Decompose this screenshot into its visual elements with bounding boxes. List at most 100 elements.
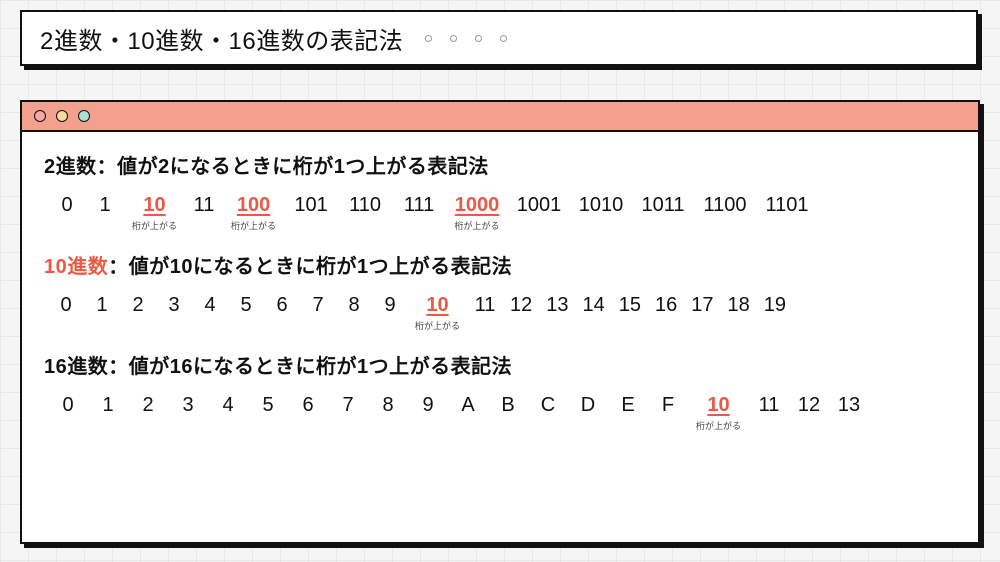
number-cell: 17 [684, 293, 720, 317]
number-value: 1010 [579, 193, 624, 217]
number-cell: 2 [120, 293, 156, 317]
number-cell: 7 [300, 293, 336, 317]
number-cell: 14 [576, 293, 612, 317]
number-value-highlight: 10 [143, 193, 165, 217]
number-cell: 0 [48, 293, 84, 317]
number-cell: 15 [612, 293, 648, 317]
number-cell: E [608, 393, 648, 417]
heading-rest: ：値が16になるときに桁が1つ上がる表記法 [108, 356, 512, 378]
traffic-light-close-icon [34, 110, 46, 122]
number-value: 1101 [766, 193, 809, 217]
number-cell: 3 [156, 293, 192, 317]
number-value: 7 [312, 293, 323, 317]
number-value: 6 [276, 293, 287, 317]
heading-prefix: 10進数 [44, 256, 108, 278]
number-cell: 10桁が上がる [124, 193, 185, 232]
number-cell: 13 [829, 393, 869, 417]
number-value-highlight: 10 [707, 393, 729, 417]
number-cell: 10 桁が上がる [688, 393, 749, 432]
number-cell: C [528, 393, 568, 417]
dot-icon [425, 35, 432, 42]
number-cell: 19 [757, 293, 793, 317]
number-value: 1 [102, 393, 113, 417]
number-cell: 11 [185, 193, 223, 217]
number-cell: 12 [503, 293, 539, 317]
number-cell: 1011 [632, 193, 694, 217]
number-value: F [662, 393, 674, 417]
number-value: 111 [404, 193, 434, 217]
number-value: 3 [182, 393, 193, 417]
number-value: 8 [348, 293, 359, 317]
number-cell: 1001 [508, 193, 570, 217]
number-cell: 9 [372, 293, 408, 317]
number-value: 6 [302, 393, 313, 417]
carry-caption: 桁が上がる [696, 419, 741, 432]
number-row-binary: 0110桁が上がる11100桁が上がる1011101111000桁が上がる100… [44, 185, 956, 244]
number-cell: 2 [128, 393, 168, 417]
number-value: 19 [764, 293, 786, 317]
section-heading-binary: 2進数：値が2になるときに桁が1つ上がる表記法 [44, 150, 956, 179]
number-value-highlight: 1000 [455, 193, 500, 217]
heading-prefix: 16進数 [44, 356, 108, 378]
number-cell: 1 [84, 293, 120, 317]
dot-icon [500, 35, 507, 42]
number-value: 2 [132, 293, 143, 317]
carry-caption: 桁が上がる [455, 219, 500, 232]
number-cell: 12 [789, 393, 829, 417]
number-value: C [541, 393, 555, 417]
number-cell: 4 [208, 393, 248, 417]
number-value: 0 [62, 393, 73, 417]
number-value: 1 [99, 193, 110, 217]
number-value: 12 [798, 393, 820, 417]
number-value: 17 [691, 293, 713, 317]
number-row-hex: 0123456789ABCDEF10桁が上がる111213 [44, 385, 956, 444]
number-value: 3 [168, 293, 179, 317]
number-cell: 1 [86, 193, 124, 217]
number-cell: 8 [368, 393, 408, 417]
number-value: 11 [759, 393, 780, 417]
number-cell: 1100 [694, 193, 756, 217]
number-value-highlight: 100 [237, 193, 270, 217]
number-cell: A [448, 393, 488, 417]
number-value: 1001 [517, 193, 562, 217]
number-cell: F [648, 393, 688, 417]
number-value: 4 [222, 393, 233, 417]
number-value: 9 [422, 393, 433, 417]
number-value: 13 [838, 393, 860, 417]
number-cell: 1101 [756, 193, 818, 217]
title-decorative-dots [425, 35, 507, 42]
number-value: 5 [240, 293, 251, 317]
traffic-light-zoom-icon [78, 110, 90, 122]
number-cell: 7 [328, 393, 368, 417]
number-cell: 0 [48, 193, 86, 217]
number-value: B [501, 393, 514, 417]
number-cell: B [488, 393, 528, 417]
number-cell: 16 [648, 293, 684, 317]
number-value: 9 [384, 293, 395, 317]
number-value: A [461, 393, 474, 417]
number-cell: 5 [228, 293, 264, 317]
number-value-highlight: 10 [426, 293, 448, 317]
title-card: 2進数・10進数・16進数の表記法 [20, 10, 978, 66]
carry-caption: 桁が上がる [415, 319, 460, 332]
number-value: 1011 [642, 193, 685, 217]
number-value: 2 [142, 393, 153, 417]
number-cell: 4 [192, 293, 228, 317]
heading-rest: ：値が2になるときに桁が1つ上がる表記法 [97, 156, 489, 178]
number-value: D [581, 393, 595, 417]
main-content: 2進数：値が2になるときに桁が1つ上がる表記法0110桁が上がる11100桁が上… [22, 132, 978, 542]
window-titlebar [22, 102, 978, 132]
number-cell: 110 [338, 193, 392, 217]
number-value: 13 [546, 293, 568, 317]
number-cell: 6 [264, 293, 300, 317]
number-value: 11 [475, 293, 496, 317]
number-value: 101 [294, 193, 327, 217]
number-cell: 5 [248, 393, 288, 417]
number-cell: 1010 [570, 193, 632, 217]
section-heading-decimal: 10進数：値が10になるときに桁が1つ上がる表記法 [44, 250, 956, 279]
number-value: 15 [619, 293, 641, 317]
number-cell: D [568, 393, 608, 417]
dot-icon [475, 35, 482, 42]
number-value: 0 [61, 193, 72, 217]
carry-caption: 桁が上がる [231, 219, 276, 232]
